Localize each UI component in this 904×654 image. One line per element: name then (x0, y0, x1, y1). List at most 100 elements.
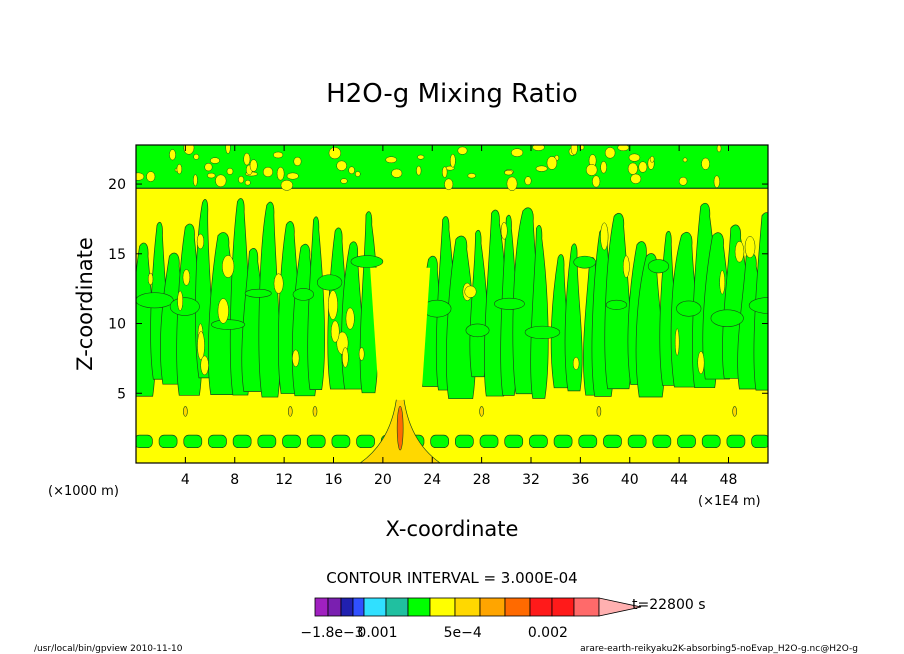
upper-patch (504, 170, 513, 176)
dry-patch (316, 274, 343, 291)
upper-patch (457, 146, 468, 155)
upper-patch (215, 174, 227, 188)
colorbar-label: 0.001 (357, 625, 397, 641)
boundary-cell (356, 434, 375, 449)
x-tick-label: 32 (522, 472, 540, 488)
moist-hole (197, 331, 205, 361)
moist-droplet (312, 406, 318, 417)
upper-patch (444, 178, 454, 191)
upper-patch (649, 156, 655, 163)
dry-plume (564, 243, 583, 392)
upper-patch (592, 175, 601, 188)
dry-patch (244, 288, 272, 298)
dry-patch (169, 297, 200, 316)
footer-left: /usr/local/bin/gpview 2010-11-10 (34, 644, 183, 654)
x-tick-label: 28 (473, 472, 491, 488)
colorbar-arrow (598, 597, 642, 617)
upper-patch (262, 166, 274, 178)
upper-patch (348, 166, 355, 175)
upper-patch (136, 172, 145, 181)
moist-droplet (479, 406, 484, 417)
boundary-cell (430, 434, 450, 449)
boundary-cell (627, 434, 647, 449)
colorbar-box (340, 597, 354, 617)
upper-patch (417, 154, 425, 160)
colorbar-box (385, 597, 409, 617)
upper-patch (630, 173, 642, 184)
boundary-cell (578, 434, 598, 449)
colorbar-box (407, 597, 431, 617)
upper-patch (249, 159, 258, 172)
moist-droplet (287, 406, 293, 417)
colorbar-box (573, 597, 600, 617)
upper-patch (585, 164, 598, 176)
y-tick-label: 20 (108, 177, 126, 193)
boundary-cell (479, 434, 499, 449)
y-tick-label: 10 (108, 317, 126, 333)
colorbar-box (352, 597, 365, 617)
upper-patch (328, 147, 342, 160)
upper-patch (701, 157, 710, 170)
moist-hole (222, 255, 235, 278)
moist-hole (697, 351, 705, 375)
x-tick-label: 48 (720, 472, 738, 488)
boundary-cell (553, 434, 573, 449)
upper-patch (293, 156, 302, 166)
upper-patch (169, 149, 176, 161)
x-tick-label: 44 (670, 472, 688, 488)
upper-patch (280, 179, 293, 191)
boundary-cell (454, 434, 474, 449)
moist-hole (600, 222, 609, 251)
upper-patch (627, 162, 638, 175)
colorbar-box (429, 597, 456, 617)
upper-patch (225, 145, 231, 154)
upper-patch (449, 153, 456, 168)
updraft-column (370, 267, 431, 401)
y-tick-label: 15 (108, 247, 126, 263)
moist-hole (358, 347, 365, 361)
upper-patch (628, 153, 641, 162)
upper-patch (207, 172, 216, 179)
moist-hole (734, 241, 745, 263)
upper-patch (678, 176, 688, 186)
moist-hole (217, 298, 229, 324)
y-axis-ticks: 5 10 15 20 (108, 177, 768, 402)
moist-hole (147, 272, 154, 286)
field-layer (136, 145, 768, 463)
upper-patch (391, 168, 403, 178)
upper-patch (238, 176, 245, 184)
upper-patch (183, 145, 195, 155)
x-tick-label: 4 (181, 472, 190, 488)
boundary-cell (136, 434, 153, 449)
boundary-cell (751, 434, 768, 449)
boundary-cell (306, 434, 326, 449)
dry-patch (211, 319, 246, 330)
upper-patch (340, 178, 348, 184)
moist-hole (292, 349, 300, 367)
dry-patch (350, 255, 384, 268)
x-tick-label: 12 (275, 472, 293, 488)
upper-patch (638, 161, 648, 173)
upper-patch (226, 167, 234, 175)
colorbar-box (479, 597, 506, 617)
moist-hole (196, 233, 205, 250)
x-tick-label: 36 (571, 472, 589, 488)
upper-patch (716, 145, 722, 153)
upper-patch (204, 162, 213, 172)
upper-patch (176, 163, 183, 175)
boundary-cell (603, 434, 622, 449)
colorbar-label: 5e−4 (444, 625, 482, 641)
colorbar-box (314, 597, 329, 617)
moist-hole (500, 222, 508, 240)
dry-patch (573, 255, 597, 269)
upper-patch (524, 176, 532, 186)
x-tick-label: 20 (374, 472, 392, 488)
moist-hole (622, 255, 630, 278)
colorbar-box (454, 597, 481, 617)
footer-right: arare-earth-reikyaku2K-absorbing5-noEvap… (580, 644, 858, 654)
updraft-core (396, 405, 404, 451)
moist-hole (273, 273, 284, 294)
y-axis-label: Z-coordinate (73, 237, 97, 371)
